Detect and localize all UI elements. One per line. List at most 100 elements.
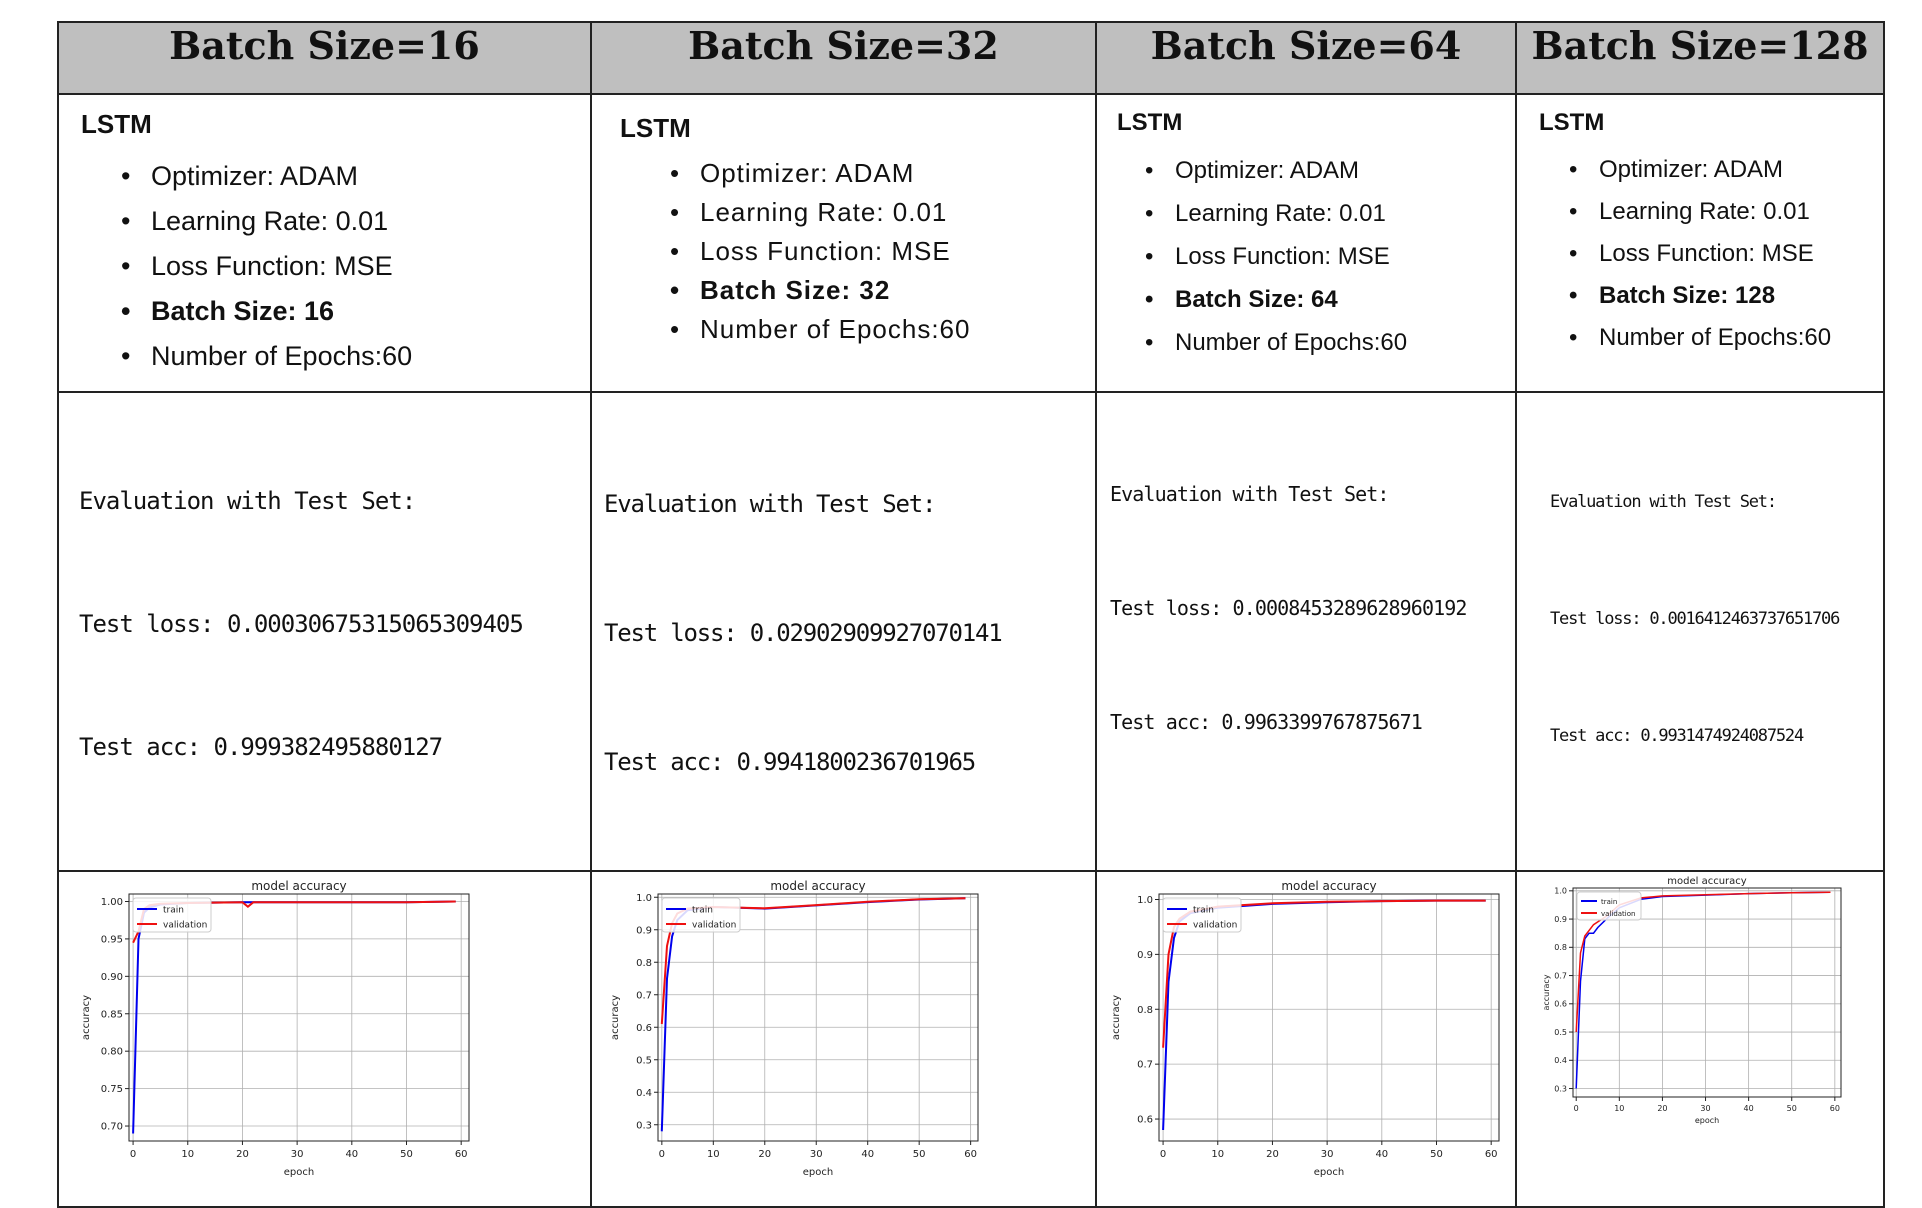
y-tick-label: 0.9: [1137, 950, 1153, 961]
test-loss: Test loss: 0.00030675315065309405: [79, 610, 524, 638]
legend-label-validation: validation: [163, 921, 207, 931]
config-cell: LSTM Optimizer: ADAM Learning Rate: 0.01…: [590, 93, 1097, 393]
y-tick-label: 0.5: [636, 1055, 652, 1066]
param-list: Optimizer: ADAM Learning Rate: 0.01 Loss…: [1145, 149, 1515, 364]
plot-cell: model accuracy 0 10 20 30 40 50 60 0.3 0.4 0.5 0.6 0…: [1515, 870, 1885, 1208]
y-tick-label: 0.7: [1554, 971, 1567, 980]
config-cell: LSTM Optimizer: ADAM Learning Rate: 0.01…: [57, 93, 592, 393]
x-tick-label: 10: [707, 1149, 720, 1160]
param-learning-rate: Learning Rate: 0.01: [670, 193, 1095, 232]
param-list: Optimizer: ADAM Learning Rate: 0.01 Loss…: [670, 154, 1095, 349]
x-tick-label: 0: [1574, 1104, 1579, 1113]
model-name: LSTM: [81, 109, 152, 139]
x-tick-label: 30: [291, 1149, 304, 1160]
param-learning-rate: Learning Rate: 0.01: [1145, 192, 1515, 235]
test-acc: Test acc: 0.999382495880127: [79, 733, 443, 761]
x-tick-label: 40: [861, 1149, 874, 1160]
eval-heading: Evaluation with Test Set:: [1110, 482, 1389, 506]
y-tick-label: 0.95: [101, 934, 123, 945]
series-line-train: [1162, 899, 1486, 1131]
x-tick-label: 0: [1160, 1149, 1166, 1160]
param-optimizer: Optimizer: ADAM: [1569, 149, 1883, 191]
y-tick-label: 0.4: [636, 1088, 652, 1099]
x-tick-label: 20: [758, 1149, 771, 1160]
y-axis-label: accuracy: [81, 995, 92, 1040]
plot-row: model accuracy 0 10 20 30 40 50 60 0.70 0.75 0.80 0…: [57, 870, 1885, 1208]
eval-cell: Evaluation with Test Set: Test loss: 0.0…: [57, 391, 592, 872]
param-batch-size: Batch Size: 128: [1569, 275, 1883, 317]
x-tick-label: 40: [1375, 1149, 1388, 1160]
y-axis-label: accuracy: [1542, 974, 1551, 1010]
column-header: Batch Size=32: [590, 21, 1097, 95]
plot-cell: model accuracy 0 10 20 30 40 50 60 0.70 0.75 0.80 0…: [57, 870, 592, 1208]
chart-title: model accuracy: [1667, 876, 1747, 887]
param-optimizer: Optimizer: ADAM: [670, 154, 1095, 193]
y-axis-label: accuracy: [1111, 995, 1122, 1040]
x-tick-label: 20: [1266, 1149, 1279, 1160]
eval-cell: Evaluation with Test Set: Test loss: 0.0…: [1095, 391, 1517, 872]
x-tick-label: 60: [1485, 1149, 1498, 1160]
x-tick-label: 10: [181, 1149, 194, 1160]
param-batch-size: Batch Size: 64: [1145, 278, 1515, 321]
y-tick-label: 0.4: [1554, 1056, 1567, 1065]
param-epochs: Number of Epochs:60: [670, 310, 1095, 349]
y-tick-label: 0.80: [101, 1047, 123, 1058]
test-loss: Test loss: 0.0008453289628960192: [1110, 596, 1467, 620]
x-tick-label: 40: [345, 1149, 358, 1160]
legend-label-validation: validation: [1601, 910, 1635, 918]
y-tick-label: 1.0: [636, 893, 652, 904]
test-acc: Test acc: 0.9963399767875671: [1110, 710, 1423, 734]
x-tick-label: 0: [659, 1149, 665, 1160]
x-tick-label: 60: [1830, 1104, 1840, 1113]
y-tick-label: 0.5: [1554, 1028, 1567, 1037]
x-axis-label: epoch: [1314, 1167, 1344, 1178]
model-name: LSTM: [1539, 109, 1605, 136]
config-cell: LSTM Optimizer: ADAM Learning Rate: 0.01…: [1515, 93, 1885, 393]
series-line-train: [660, 897, 966, 1132]
legend-label-train: train: [1601, 898, 1617, 906]
y-tick-label: 0.8: [1137, 1005, 1153, 1016]
x-tick-label: 20: [1657, 1104, 1667, 1113]
x-tick-label: 50: [1787, 1104, 1797, 1113]
y-tick-label: 0.8: [636, 958, 652, 969]
x-tick-label: 10: [1614, 1104, 1624, 1113]
param-epochs: Number of Epochs:60: [1145, 321, 1515, 364]
test-acc: Test acc: 0.9941800236701965: [604, 748, 976, 776]
series-line-train: [1575, 891, 1831, 1089]
x-tick-label: 60: [455, 1149, 468, 1160]
legend-label-train: train: [1193, 906, 1214, 916]
x-tick-label: 50: [1430, 1149, 1443, 1160]
accuracy-chart: model accuracy 0 10 20 30 40 50 60 0.6 0.7 0.8 0.9 1…: [1111, 879, 1500, 1178]
param-learning-rate: Learning Rate: 0.01: [121, 199, 590, 244]
chart-title: model accuracy: [1281, 879, 1376, 893]
x-tick-label: 30: [1321, 1149, 1334, 1160]
param-epochs: Number of Epochs:60: [1569, 317, 1883, 359]
param-list: Optimizer: ADAM Learning Rate: 0.01 Loss…: [121, 154, 590, 379]
y-tick-label: 1.0: [1554, 887, 1567, 896]
y-tick-label: 0.6: [1137, 1115, 1153, 1126]
param-list: Optimizer: ADAM Learning Rate: 0.01 Loss…: [1569, 149, 1883, 359]
chart-title: model accuracy: [770, 879, 865, 893]
chart-title: model accuracy: [251, 879, 346, 893]
model-name: LSTM: [620, 113, 691, 143]
y-tick-label: 0.3: [636, 1120, 652, 1131]
y-tick-label: 1.0: [1137, 895, 1153, 906]
eval-cell: Evaluation with Test Set: Test loss: 0.0…: [1515, 391, 1885, 872]
y-tick-label: 0.90: [101, 972, 123, 983]
legend-label-validation: validation: [1193, 921, 1237, 931]
accuracy-chart: model accuracy 0 10 20 30 40 50 60 0.3 0.4 0.5 0.6 0…: [1542, 876, 1842, 1125]
param-batch-size: Batch Size: 16: [121, 289, 590, 334]
x-tick-label: 10: [1211, 1149, 1224, 1160]
eval-cell: Evaluation with Test Set: Test loss: 0.0…: [590, 391, 1097, 872]
param-loss-function: Loss Function: MSE: [1569, 233, 1883, 275]
plot-cell: model accuracy 0 10 20 30 40 50 60 0.3 0.4 0.5 0.6 0…: [590, 870, 1097, 1208]
y-tick-label: 0.8: [1554, 943, 1567, 952]
column-header: Batch Size=16: [57, 21, 592, 95]
eval-heading: Evaluation with Test Set:: [79, 487, 416, 515]
y-tick-label: 0.9: [636, 925, 652, 936]
x-axis-label: epoch: [284, 1167, 314, 1178]
x-tick-label: 0: [130, 1149, 136, 1160]
test-loss: Test loss: 0.0016412463737651706: [1550, 609, 1840, 629]
param-learning-rate: Learning Rate: 0.01: [1569, 191, 1883, 233]
param-optimizer: Optimizer: ADAM: [121, 154, 590, 199]
